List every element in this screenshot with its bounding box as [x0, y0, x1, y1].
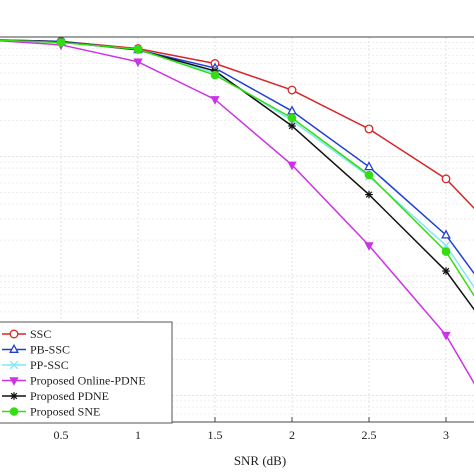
marker-x-stroke — [9, 360, 19, 370]
legend-label: PB-SSC — [30, 343, 70, 357]
legend-entry: Proposed Online-PDNE — [2, 374, 146, 388]
legend-entry: PP-SSC — [2, 358, 69, 372]
marker-triangle-up — [9, 343, 19, 353]
series-line — [0, 39, 474, 297]
marker-circle — [441, 174, 451, 184]
marker-x — [9, 360, 19, 370]
marker-filled-circle — [441, 247, 451, 256]
marker-asterisk — [442, 267, 450, 275]
marker-triangle-down — [441, 331, 451, 341]
marker-triangle-down — [210, 96, 220, 105]
marker-filled-circle — [364, 170, 374, 180]
marker-triangle-down — [133, 58, 143, 68]
marker-circle — [9, 329, 19, 339]
x-tick-label: 2.5 — [362, 428, 377, 442]
marker-filled-circle — [133, 44, 143, 54]
marker-filled-circle — [56, 38, 66, 47]
marker-asterisk-stroke — [442, 267, 450, 275]
legend-label: Proposed SNE — [30, 405, 100, 419]
legend-box — [0, 321, 173, 424]
legend-entry: PB-SSC — [2, 343, 70, 357]
x-tick-label: 2 — [289, 428, 295, 442]
marker-filled-circle — [210, 70, 220, 80]
series-proposed-online-pdne — [0, 39, 474, 385]
legend-label: Proposed PDNE — [30, 389, 109, 403]
legend-entry: Proposed PDNE — [2, 389, 109, 403]
marker-triangle-up — [441, 229, 451, 239]
series-line — [0, 39, 474, 385]
marker-filled-circle — [287, 113, 297, 123]
legend-label: PP-SSC — [30, 358, 69, 372]
marker-triangle-down — [9, 377, 19, 386]
series-layer — [0, 37, 474, 385]
marker-circle — [364, 124, 374, 134]
marker-asterisk — [365, 190, 373, 199]
marker-asterisk-stroke — [365, 191, 373, 198]
legend-entry: SSC — [2, 327, 51, 341]
series-proposed-sne — [0, 38, 474, 297]
marker-asterisk — [10, 392, 18, 400]
marker-asterisk-stroke — [288, 122, 296, 130]
legend-entry: Proposed SNE — [2, 405, 100, 419]
marker-x — [441, 241, 451, 250]
marker-asterisk — [288, 122, 296, 130]
x-tick-label: 3 — [443, 428, 449, 442]
x-axis-label: SNR (dB) — [234, 453, 286, 468]
marker-triangle-down — [287, 161, 297, 171]
marker-circle — [287, 85, 297, 95]
legend-label: SSC — [30, 327, 51, 341]
x-tick-label: 0.5 — [54, 428, 69, 442]
marker-asterisk-stroke — [10, 392, 18, 400]
legend-label: Proposed Online-PDNE — [30, 374, 146, 388]
x-tick-label: 1 — [135, 428, 141, 442]
marker-filled-circle — [9, 407, 19, 416]
x-tick-label: 1.5 — [208, 428, 223, 442]
marker-x-stroke — [441, 241, 451, 250]
marker-triangle-up — [364, 161, 374, 171]
marker-triangle-down — [364, 242, 374, 251]
